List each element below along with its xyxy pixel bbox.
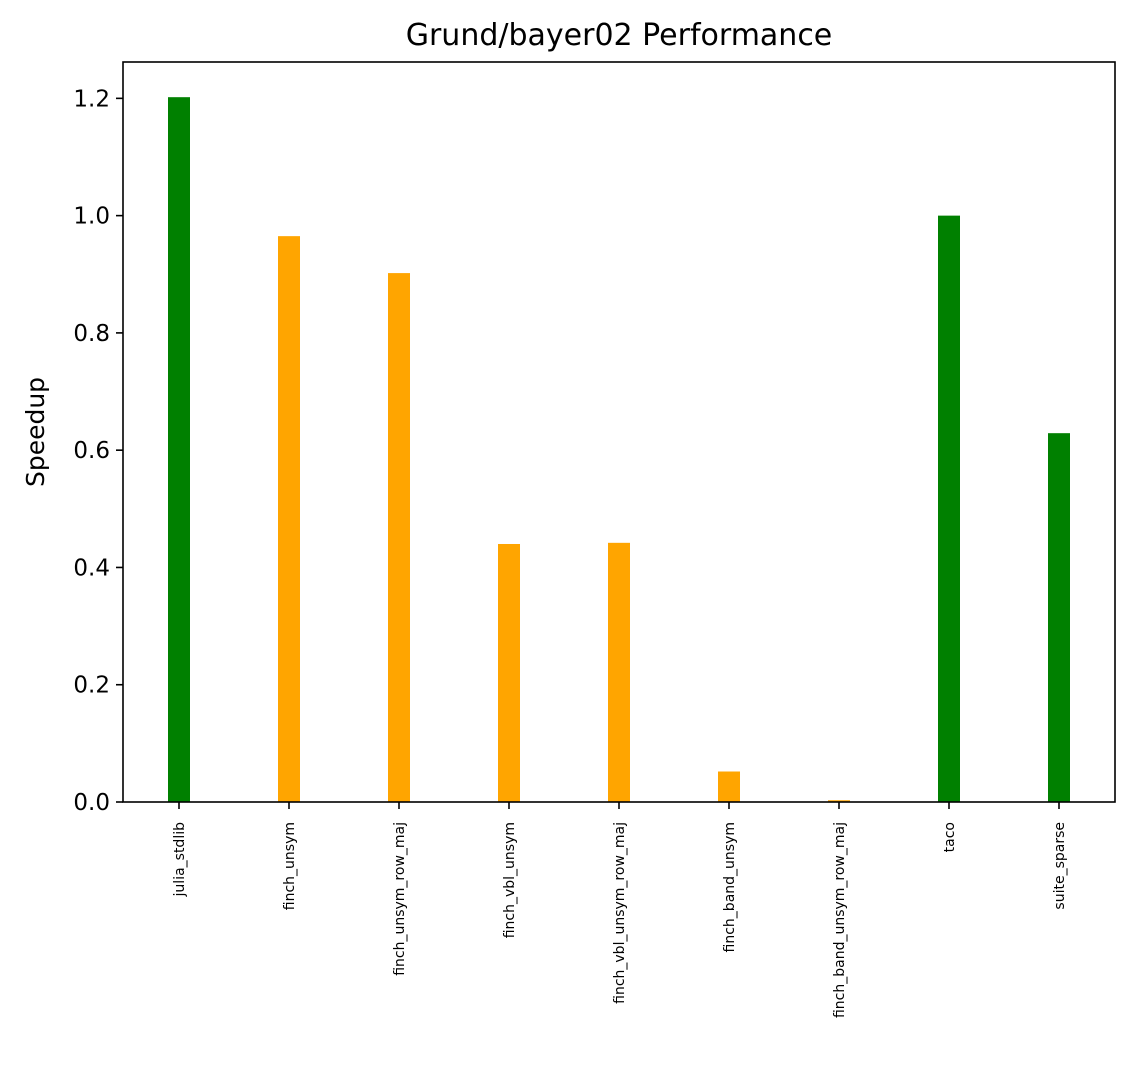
- x-tick-label: finch_band_unsym_row_maj: [832, 822, 848, 1018]
- bar-finch-vbl-unsym-row-maj: [608, 542, 630, 802]
- bar-finch-unsym-row-maj: [388, 273, 410, 802]
- bar-suite-sparse: [1048, 433, 1070, 802]
- bar-taco: [938, 215, 960, 803]
- y-axis-ticks: 0.0 0.2 0.4 0.6 0.8 1.0 1.2: [73, 86, 123, 816]
- x-tick-label: julia_stdlib: [172, 822, 188, 898]
- bar-finch-vbl-unsym: [498, 543, 520, 802]
- y-tick-label: 1.2: [73, 86, 110, 112]
- chart-title: Grund/bayer02 Performance: [406, 18, 833, 53]
- x-tick-label: finch_band_unsym: [722, 822, 738, 952]
- x-tick-label: finch_unsym_row_maj: [392, 822, 408, 976]
- bar-finch-band-unsym-row-maj: [828, 800, 850, 802]
- bar-finch-band-unsym: [718, 771, 740, 802]
- bars-layer: [168, 97, 1070, 803]
- bar-julia-stdlib: [168, 97, 190, 802]
- x-axis-ticks: julia_stdlib finch_unsym finch_unsym_row_m…: [172, 802, 1068, 1018]
- y-tick-label: 0.4: [73, 555, 110, 581]
- x-tick-label: finch_vbl_unsym_row_maj: [612, 822, 628, 1004]
- y-tick-label: 1.0: [73, 204, 110, 230]
- bar-finch-unsym: [278, 236, 300, 802]
- y-tick-label: 0.0: [73, 790, 110, 816]
- y-tick-label: 0.6: [73, 438, 110, 464]
- y-axis-label: Speedup: [21, 377, 50, 487]
- y-tick-label: 0.8: [73, 321, 110, 347]
- plot-frame: [122, 61, 1116, 803]
- x-tick-label: suite_sparse: [1052, 822, 1068, 910]
- x-tick-label: finch_vbl_unsym: [502, 822, 518, 938]
- x-tick-label: taco: [942, 822, 958, 852]
- x-tick-label: finch_unsym: [282, 822, 298, 910]
- y-tick-label: 0.2: [73, 673, 110, 699]
